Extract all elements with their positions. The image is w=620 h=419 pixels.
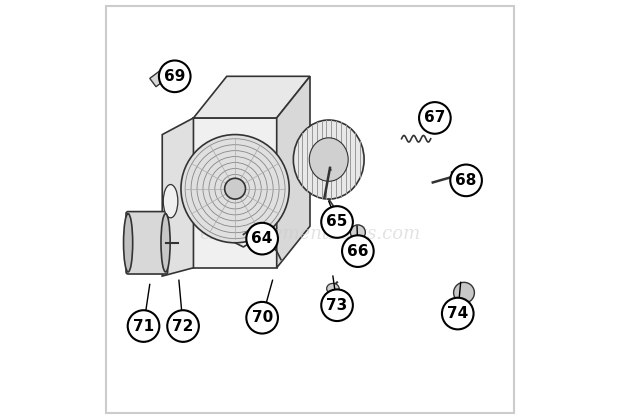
- Circle shape: [442, 298, 474, 329]
- Circle shape: [321, 290, 353, 321]
- Polygon shape: [162, 118, 193, 276]
- Circle shape: [128, 310, 159, 342]
- Ellipse shape: [161, 214, 170, 272]
- Circle shape: [159, 60, 190, 92]
- Text: eReplacementParts.com: eReplacementParts.com: [200, 225, 420, 243]
- Circle shape: [450, 165, 482, 196]
- Ellipse shape: [327, 283, 339, 294]
- Ellipse shape: [293, 120, 364, 199]
- FancyBboxPatch shape: [126, 212, 167, 274]
- Circle shape: [246, 302, 278, 334]
- Text: 72: 72: [172, 318, 193, 334]
- Polygon shape: [193, 118, 277, 268]
- Circle shape: [350, 225, 365, 240]
- Text: 67: 67: [424, 111, 446, 125]
- Text: 65: 65: [326, 215, 348, 230]
- Circle shape: [181, 134, 289, 243]
- Ellipse shape: [309, 138, 348, 181]
- Text: 70: 70: [252, 310, 273, 325]
- Circle shape: [454, 282, 474, 303]
- Text: 68: 68: [456, 173, 477, 188]
- Polygon shape: [150, 66, 172, 87]
- Circle shape: [419, 102, 451, 134]
- Text: 64: 64: [252, 231, 273, 246]
- Circle shape: [224, 178, 246, 199]
- Circle shape: [167, 310, 199, 342]
- Polygon shape: [193, 76, 310, 118]
- Text: 66: 66: [347, 243, 369, 259]
- Text: 69: 69: [164, 69, 185, 84]
- Circle shape: [321, 206, 353, 238]
- Polygon shape: [277, 76, 310, 268]
- Circle shape: [342, 235, 374, 267]
- Text: 71: 71: [133, 318, 154, 334]
- Ellipse shape: [163, 184, 178, 218]
- Text: 74: 74: [447, 306, 468, 321]
- Text: 73: 73: [326, 298, 348, 313]
- Ellipse shape: [123, 214, 133, 272]
- Circle shape: [246, 223, 278, 254]
